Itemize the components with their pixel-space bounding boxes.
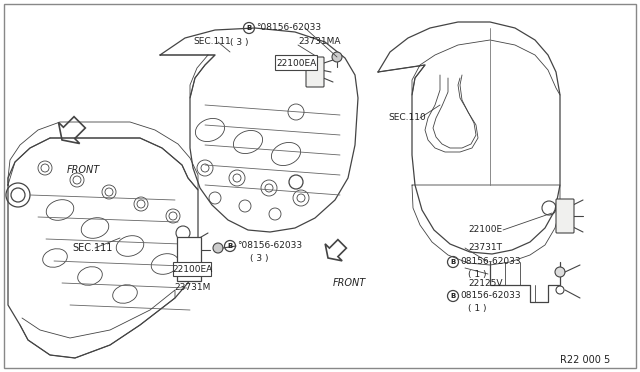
- Text: B: B: [451, 259, 456, 265]
- Text: ( 3 ): ( 3 ): [250, 253, 269, 263]
- Text: ( 3 ): ( 3 ): [230, 38, 248, 46]
- Text: B: B: [227, 243, 232, 249]
- Text: °08156-62033: °08156-62033: [256, 23, 321, 32]
- Text: °08156-62033: °08156-62033: [237, 241, 302, 250]
- Text: 23731M: 23731M: [174, 283, 211, 292]
- Text: 22125V: 22125V: [468, 279, 502, 289]
- Text: 08156-62033: 08156-62033: [460, 292, 520, 301]
- Text: ( 1 ): ( 1 ): [468, 269, 486, 279]
- Circle shape: [555, 267, 565, 277]
- Text: 22100EA: 22100EA: [172, 264, 212, 273]
- Text: B: B: [246, 25, 252, 31]
- Text: 22100EA: 22100EA: [276, 58, 316, 67]
- Text: 22100E: 22100E: [468, 225, 502, 234]
- Text: ( 1 ): ( 1 ): [468, 304, 486, 312]
- Text: B: B: [451, 293, 456, 299]
- FancyBboxPatch shape: [306, 57, 324, 87]
- Text: 23731T: 23731T: [468, 244, 502, 253]
- Text: R22 000 5: R22 000 5: [560, 355, 611, 365]
- Circle shape: [332, 52, 342, 62]
- Text: FRONT: FRONT: [333, 278, 366, 288]
- Text: 23731MA: 23731MA: [298, 38, 340, 46]
- Text: 08156-62033: 08156-62033: [460, 257, 520, 266]
- FancyBboxPatch shape: [275, 55, 317, 70]
- Circle shape: [213, 243, 223, 253]
- Text: SEC.111: SEC.111: [72, 243, 113, 253]
- Text: SEC.111: SEC.111: [193, 38, 231, 46]
- Text: SEC.110: SEC.110: [388, 113, 426, 122]
- FancyBboxPatch shape: [177, 237, 201, 281]
- FancyBboxPatch shape: [556, 199, 574, 233]
- Text: FRONT: FRONT: [67, 165, 100, 175]
- FancyBboxPatch shape: [173, 262, 211, 276]
